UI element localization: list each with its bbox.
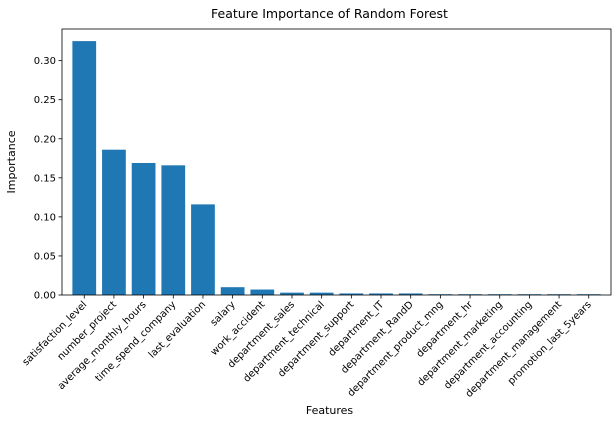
y-tick-label: 0.15 bbox=[34, 173, 56, 184]
plot-frame bbox=[61, 28, 612, 296]
x-axis: satisfaction_levelnumber_projectaverage_… bbox=[21, 295, 594, 400]
bar-last_evaluation bbox=[191, 204, 215, 295]
y-tick-label: 0.00 bbox=[34, 291, 56, 302]
y-tick-label: 0.10 bbox=[34, 212, 56, 223]
y-tick-label: 0.05 bbox=[34, 251, 56, 262]
x-axis-title: Features bbox=[306, 404, 354, 417]
bar-average_monthly_hours bbox=[131, 162, 156, 295]
chart-title: Feature Importance of Random Forest bbox=[211, 6, 448, 21]
bar-satisfaction_level bbox=[72, 41, 97, 295]
y-tick-label: 0.25 bbox=[34, 95, 56, 106]
bar-department_technical bbox=[309, 292, 334, 295]
x-tick-label: salary bbox=[209, 299, 238, 328]
y-axis: 0.00 0.05 0.10 0.15 0.20 0.25 0.30 bbox=[34, 56, 62, 302]
bar-department_sales bbox=[280, 292, 304, 295]
bar-department_RandD bbox=[398, 293, 423, 295]
bars-group bbox=[72, 41, 601, 295]
bar-number_project bbox=[102, 149, 126, 295]
y-tick-label: 0.20 bbox=[34, 134, 56, 145]
y-tick-label: 0.30 bbox=[34, 56, 56, 67]
x-tick-label: last_evaluation bbox=[147, 299, 208, 360]
bar-time_spend_company bbox=[161, 165, 186, 295]
bar-work_accident bbox=[250, 289, 275, 295]
bar-department_IT bbox=[369, 293, 393, 295]
bar-department_support bbox=[339, 293, 364, 295]
bar-salary bbox=[220, 287, 245, 295]
y-axis-title: Importance bbox=[5, 130, 18, 193]
